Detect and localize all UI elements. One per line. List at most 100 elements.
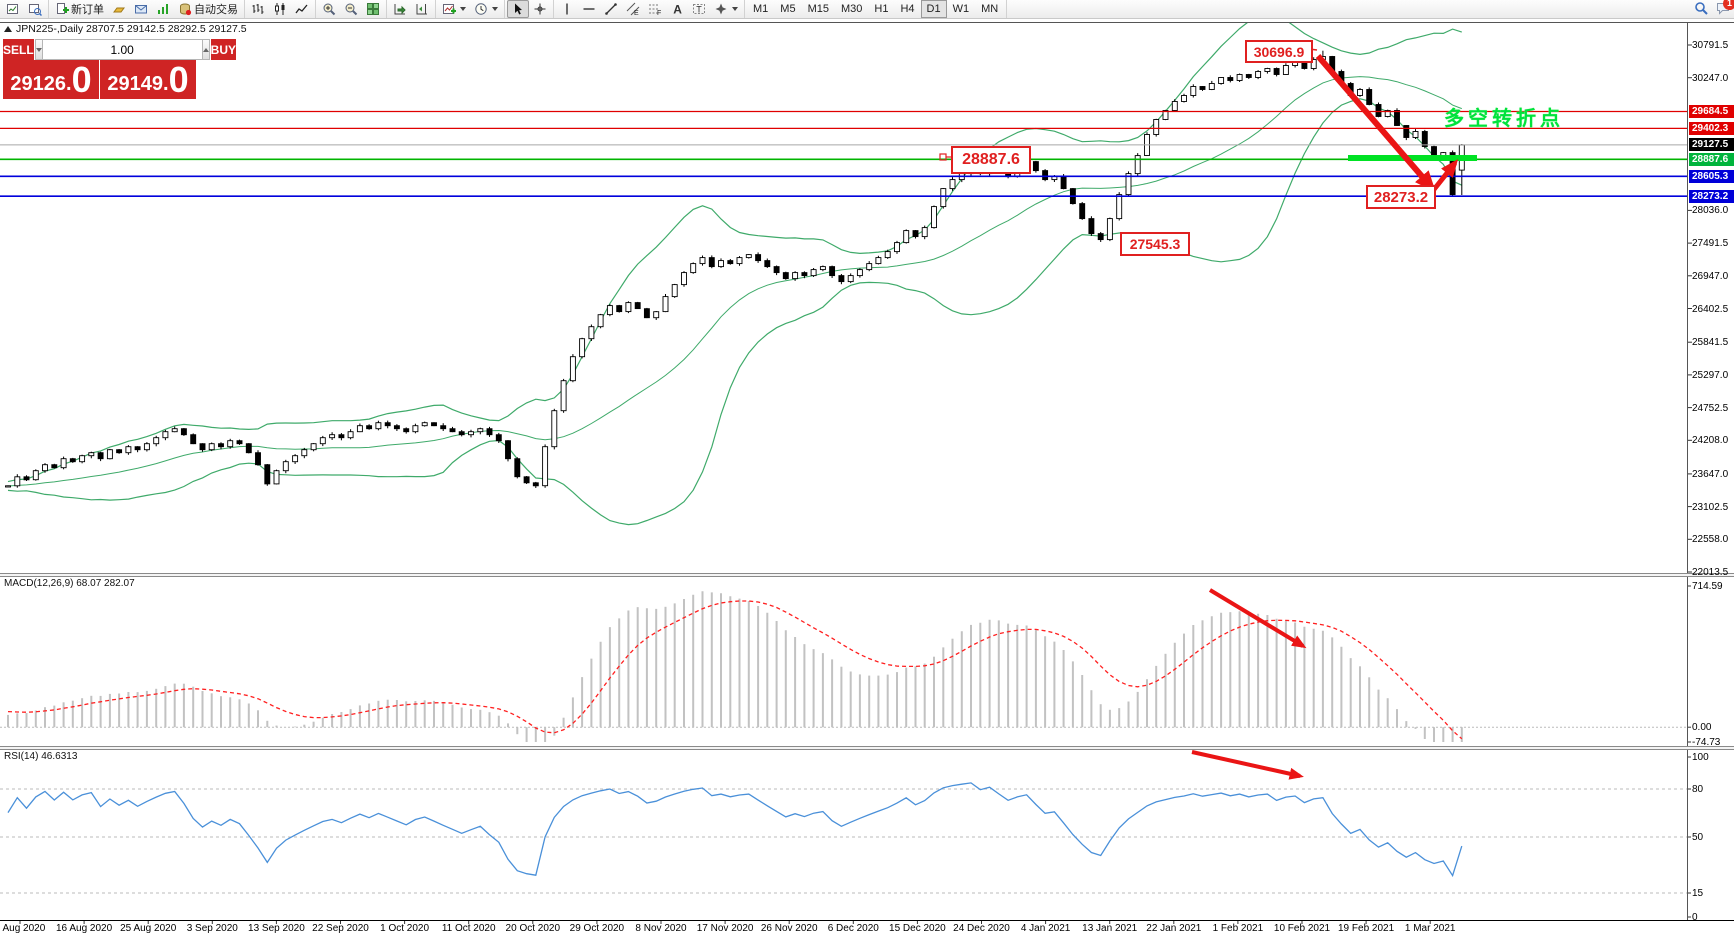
chart-shift-icon — [416, 4, 427, 15]
date-axis-tick: 6 Dec 2020 — [827, 923, 879, 934]
price-axis-tick: 26402.5 — [1692, 303, 1729, 315]
zoom-in-icon — [323, 3, 336, 16]
buy-price-pip: 0 — [168, 59, 189, 100]
chevron-down-icon — [492, 7, 498, 11]
line-chart-button[interactable] — [291, 0, 313, 18]
horizontal-line-button[interactable] — [578, 0, 600, 18]
styles-icon — [113, 7, 125, 13]
date-axis-tick: 26 Nov 2020 — [760, 923, 818, 934]
text-button[interactable]: A — [666, 0, 688, 18]
timeframe-mn-button[interactable]: MN — [981, 3, 999, 15]
date-axis-tick: 22 Sep 2020 — [312, 923, 369, 934]
periods-clock-icon — [475, 3, 487, 15]
equidistant-channel-button[interactable]: E — [622, 0, 644, 18]
crosshair-button[interactable] — [529, 0, 551, 18]
price-annotation-box[interactable]: 30696.9 — [1245, 40, 1313, 63]
macd-pane — [0, 591, 1687, 742]
periods-clock-button[interactable] — [470, 0, 502, 18]
price-annotation-box[interactable]: 28887.6 — [951, 146, 1031, 174]
mail-button[interactable] — [130, 0, 152, 18]
auto-scroll-button[interactable] — [389, 0, 411, 18]
svg-text:T: T — [696, 5, 702, 15]
price-level-badge: 28887.6 — [1689, 152, 1734, 166]
candlestick-chart-button[interactable] — [269, 0, 291, 18]
equidistant-channel-icon: E — [626, 2, 640, 16]
zoom-out-button[interactable] — [340, 0, 362, 18]
label-button[interactable]: T — [688, 0, 710, 18]
price-annotation-box[interactable]: 28273.2 — [1366, 185, 1436, 209]
rsi-axis-tick: 15 — [1692, 888, 1704, 899]
price-axis-tick: 23102.5 — [1692, 501, 1729, 513]
styles-button[interactable] — [108, 0, 130, 18]
chart-profiles-button[interactable] — [24, 0, 46, 18]
new-order-button[interactable]: 新订单 — [51, 0, 108, 18]
pane-separator-macd[interactable] — [0, 573, 1734, 577]
price-annotation-box[interactable]: 27545.3 — [1120, 232, 1190, 256]
arrows-button[interactable] — [710, 0, 742, 18]
mail-icon — [135, 5, 147, 14]
macd-axis-tick: 714.59 — [1692, 581, 1723, 592]
support-highlight-bar[interactable] — [1348, 155, 1477, 161]
cursor-button[interactable] — [507, 0, 529, 18]
toolbar-group: 新订单 自动交易 — [49, 0, 245, 18]
vertical-line-icon — [566, 3, 568, 15]
new-chart-button[interactable] — [2, 0, 24, 18]
date-axis-tick: 16 Aug 2020 — [56, 923, 113, 934]
zoom-in-button[interactable] — [318, 0, 340, 18]
auto-scroll-icon — [394, 4, 406, 15]
rsi-axis-tick: 100 — [1692, 752, 1709, 763]
volume-input[interactable] — [42, 39, 202, 60]
time-axis-line — [0, 920, 1734, 921]
timeframe-m30-button[interactable]: M30 — [840, 3, 863, 15]
trendline-button[interactable] — [600, 0, 622, 18]
chart-top-border — [0, 22, 1734, 23]
one-click-trading-panel: SELL BUY 29126.0 29149.0 — [3, 39, 237, 100]
timeframe-m5-button[interactable]: M5 — [780, 3, 796, 15]
price-axis-tick: 25297.0 — [1692, 369, 1729, 381]
date-axis-tick: 29 Oct 2020 — [569, 923, 625, 934]
quote-panel-toggle-icon[interactable] — [4, 26, 12, 32]
chart-shift-button[interactable] — [411, 0, 433, 18]
timeframe-m1-button[interactable]: M1 — [753, 3, 769, 15]
indicators-button[interactable] — [438, 0, 470, 18]
sell-price-pip: 0 — [71, 59, 92, 100]
bar-chart-button[interactable] — [247, 0, 269, 18]
toolbar-group — [245, 0, 316, 18]
sell-price-main: 29126 — [10, 73, 67, 95]
signal-button[interactable] — [152, 0, 174, 18]
main-toolbar: 新订单 自动交易 E F A T M1 M5 M15 M30 H1 H4 D1 W1 MN — [0, 0, 1734, 19]
indicators-icon — [443, 4, 456, 14]
signal-icon — [158, 4, 168, 14]
volume-increase-button[interactable] — [201, 39, 210, 60]
tile-windows-button[interactable] — [362, 0, 384, 18]
buy-button[interactable]: BUY — [209, 39, 237, 60]
vertical-line-button[interactable] — [556, 0, 578, 18]
rsi-pane — [0, 782, 1687, 894]
rsi-axis-tick: 0 — [1692, 912, 1698, 923]
pane-separator-rsi[interactable] — [0, 746, 1734, 750]
price-axis-tick: 24208.0 — [1692, 435, 1729, 447]
fibonacci-button[interactable]: F — [644, 0, 666, 18]
volume-decrease-button[interactable] — [34, 39, 43, 60]
trend-arrows[interactable] — [939, 48, 1459, 780]
price-axis-tick: 25841.5 — [1692, 337, 1729, 349]
svg-text:E: E — [634, 10, 639, 16]
date-axis-tick: 8 Nov 2020 — [635, 923, 687, 934]
sell-button[interactable]: SELL — [3, 39, 35, 60]
date-axis-tick: 25 Aug 2020 — [120, 923, 177, 934]
auto-trading-button[interactable]: 自动交易 — [174, 0, 242, 18]
price-axis-tick: 22558.0 — [1692, 534, 1729, 546]
turning-point-label[interactable]: 多空转折点 — [1444, 108, 1564, 130]
timeframe-h1-button[interactable]: H1 — [874, 3, 889, 15]
notifications-button[interactable]: 1 — [1716, 0, 1734, 20]
timeframe-m15-button[interactable]: M15 — [807, 3, 829, 15]
timeframe-h4-button[interactable]: H4 — [900, 3, 915, 15]
buy-price-dot: . — [163, 73, 169, 95]
text-icon: A — [673, 3, 682, 17]
new-order-button-label: 新订单 — [71, 4, 104, 16]
timeframe-w1-button[interactable]: W1 — [952, 3, 970, 15]
search-button[interactable] — [1694, 1, 1708, 20]
timeframe-d1-button[interactable]: D1 — [920, 0, 947, 18]
